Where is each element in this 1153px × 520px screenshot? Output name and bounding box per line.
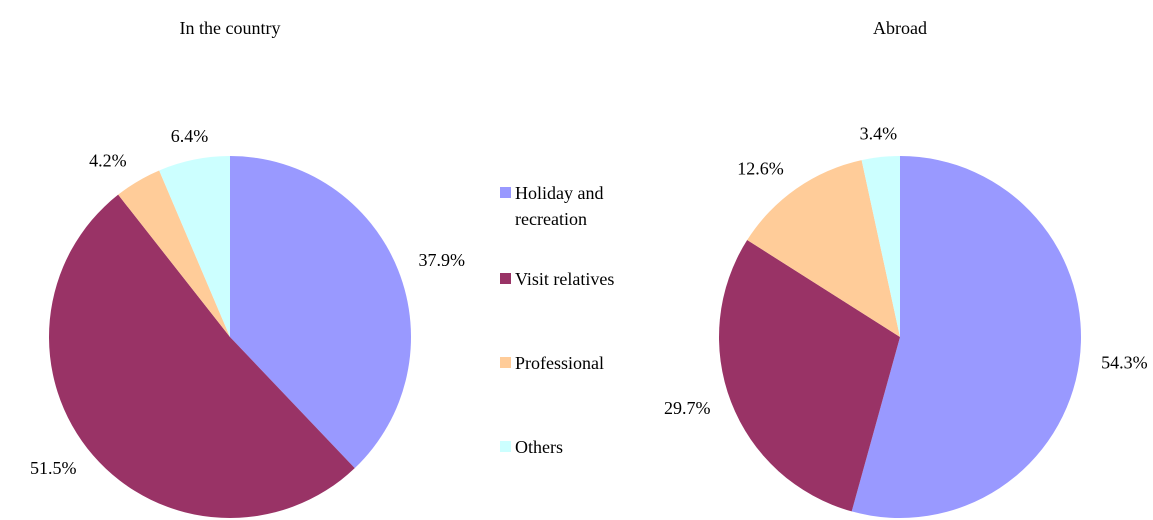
legend-item: Professional: [500, 350, 625, 376]
pie-slice: [49, 194, 355, 518]
data-label: 4.2%: [89, 150, 127, 170]
data-label: 37.9%: [419, 250, 466, 270]
pie-slice: [230, 156, 412, 469]
pie-slice: [118, 170, 230, 337]
pie-slice: [861, 156, 900, 337]
legend-item: Holiday and recreation: [500, 180, 640, 232]
legend-label: Visit relatives: [515, 269, 615, 289]
data-label: 6.4%: [171, 126, 209, 146]
legend-swatch: [500, 273, 511, 284]
legend-label: Holiday and recreation: [515, 183, 604, 229]
pie-slice: [159, 156, 230, 337]
pie-slice: [747, 160, 900, 337]
legend-swatch: [500, 357, 511, 368]
data-label: 54.3%: [1101, 352, 1148, 372]
legend-swatch: [500, 441, 511, 452]
legend-label: Professional: [515, 353, 604, 373]
data-label: 51.5%: [30, 458, 77, 478]
data-label: 29.7%: [664, 398, 711, 418]
legend-label: Others: [515, 437, 563, 457]
legend-swatch: [500, 187, 511, 198]
legend-item: Visit relatives: [500, 266, 625, 292]
data-label: 12.6%: [737, 159, 784, 179]
chart-title: In the country: [180, 18, 281, 38]
data-label: 3.4%: [860, 123, 898, 143]
legend-item: Others: [500, 434, 625, 460]
chart-title: Abroad: [873, 18, 927, 38]
pie-slice: [851, 156, 1081, 518]
pie-slice: [719, 240, 900, 512]
